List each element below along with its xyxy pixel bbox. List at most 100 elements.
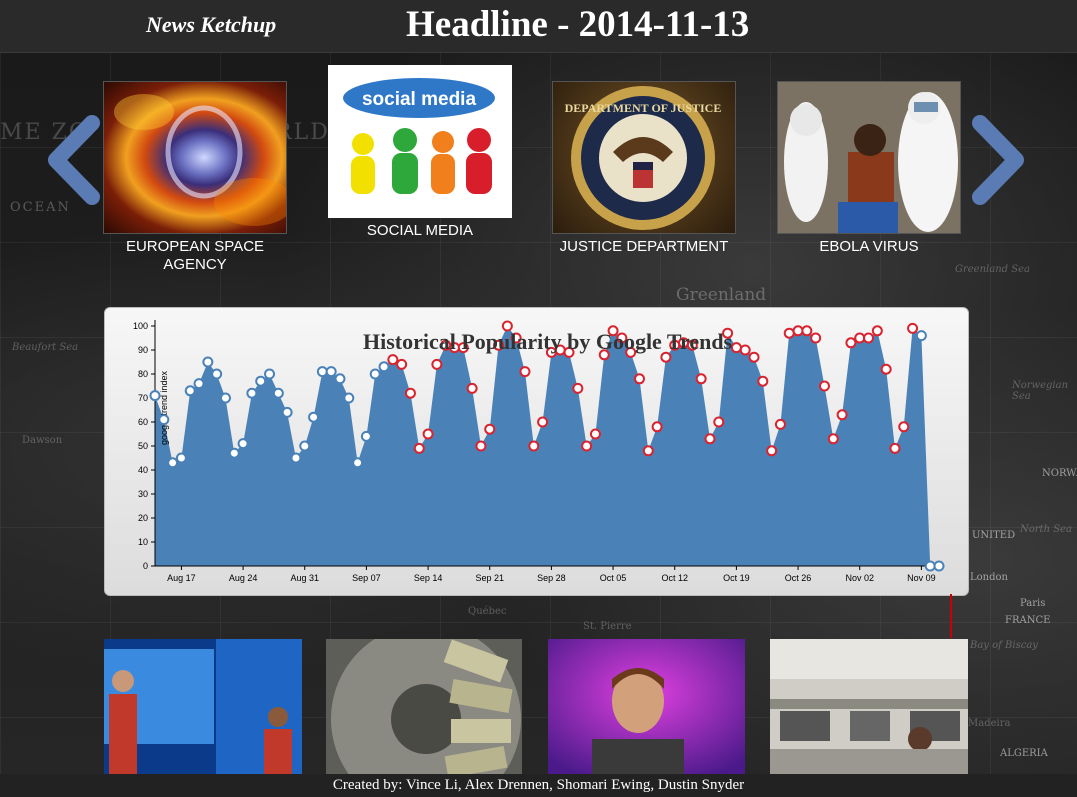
data-point: [880, 363, 892, 375]
data-point: [607, 325, 619, 337]
data-point: [642, 445, 654, 457]
data-point: [863, 332, 875, 344]
y-tick-label: 10: [138, 537, 148, 547]
data-point: [184, 385, 196, 397]
data-point: [933, 560, 945, 572]
doj-seal-image: DEPARTMENT OF JUSTICE: [565, 86, 721, 230]
topic-card-european-space-agency[interactable]: EUROPEAN SPACE AGENCY: [103, 81, 287, 274]
brand-logo-text[interactable]: News Ketchup: [146, 12, 277, 37]
data-point: [175, 452, 187, 464]
data-point: [633, 373, 645, 385]
data-point: [722, 327, 734, 339]
data-point: [774, 418, 786, 430]
topic-thumbnail[interactable]: [777, 81, 961, 234]
x-tick-label: Sep 28: [537, 573, 566, 583]
topic-label: SOCIAL MEDIA: [366, 222, 474, 239]
data-point: [316, 366, 328, 378]
data-point: [651, 421, 663, 433]
data-point: [281, 406, 293, 418]
nebula-image: [114, 94, 286, 226]
trend-area: [155, 326, 939, 566]
social-media-image: social media: [343, 78, 495, 194]
y-tick-label: 80: [138, 369, 148, 379]
data-point: [325, 366, 337, 378]
topic-thumbnail[interactable]: [103, 81, 287, 234]
carousel-next-button[interactable]: [968, 115, 1028, 205]
data-point: [836, 409, 848, 421]
data-point: [202, 356, 214, 368]
data-point: [413, 442, 425, 454]
data-point: [457, 342, 469, 354]
topic-thumbnail[interactable]: DEPARTMENT OF JUSTICE: [552, 81, 736, 234]
topic-thumbnail[interactable]: social media: [328, 65, 512, 218]
data-point: [827, 433, 839, 445]
data-point: [246, 387, 258, 399]
x-tick-label: Oct 19: [723, 573, 750, 583]
timeline-marker: [950, 594, 952, 638]
map-label: Madeira: [968, 718, 1011, 729]
data-point: [360, 430, 372, 442]
data-point: [660, 351, 672, 363]
data-point: [581, 440, 593, 452]
data-point: [404, 387, 416, 399]
data-point: [290, 452, 302, 464]
ebola-photo-image: [778, 82, 960, 233]
news-image-newsroom[interactable]: [770, 639, 968, 774]
topic-card-social-media[interactable]: social media SOCIAL MEDIA: [328, 65, 512, 240]
data-point: [810, 332, 822, 344]
x-tick-label: Aug 24: [229, 573, 258, 583]
data-point: [149, 390, 161, 402]
topic-label: EBOLA VIRUS: [819, 238, 919, 255]
y-tick-label: 40: [138, 465, 148, 475]
y-tick-label: 20: [138, 513, 148, 523]
speaker-on-stage-image: [104, 639, 302, 774]
news-image-zuckerberg[interactable]: [548, 639, 745, 774]
data-point: [272, 387, 284, 399]
data-point: [766, 445, 778, 457]
x-tick-label: Nov 02: [845, 573, 874, 583]
data-point: [219, 392, 231, 404]
speaker-purple-backdrop-image: [548, 639, 745, 774]
data-point: [686, 339, 698, 351]
data-point: [818, 380, 830, 392]
footer-credits: Created by: Vince Li, Alex Drennen, Shom…: [0, 774, 1077, 797]
x-tick-label: Sep 07: [352, 573, 381, 583]
data-point: [475, 440, 487, 452]
data-point: [510, 332, 522, 344]
data-point: [739, 344, 751, 356]
x-tick-label: Nov 09: [907, 573, 936, 583]
trends-chart-panel: 0 10 20 30 40 50 60 70 80 90 100 Aug 17 Aug 24 Aug 31…: [104, 307, 969, 596]
money-wheel-image: [326, 639, 522, 774]
data-point: [378, 361, 390, 373]
news-image-speaker[interactable]: [104, 639, 302, 774]
data-point: [528, 440, 540, 452]
topic-card-justice-department[interactable]: DEPARTMENT OF JUSTICE JUSTICE DEPARTMENT: [552, 81, 736, 256]
data-point: [264, 368, 276, 380]
data-point: [466, 382, 478, 394]
data-point: [871, 325, 883, 337]
y-axis-label: google trend index: [159, 370, 169, 445]
data-point: [369, 368, 381, 380]
data-point: [625, 346, 637, 358]
trends-chart[interactable]: 0 10 20 30 40 50 60 70 80 90 100 Aug 17 Aug 24 Aug 31…: [105, 308, 968, 595]
data-point: [572, 382, 584, 394]
x-tick-label: Aug 31: [290, 573, 319, 583]
data-point: [757, 375, 769, 387]
map-label: Norwegian Sea: [1012, 380, 1069, 402]
chevron-left-icon: [48, 115, 100, 205]
y-tick-label: 100: [133, 321, 148, 331]
data-point: [845, 337, 857, 349]
data-point: [915, 330, 927, 342]
topic-card-ebola-virus[interactable]: EBOLA VIRUS: [777, 81, 961, 256]
data-point: [193, 378, 205, 390]
map-label: ALGERIA: [1000, 748, 1048, 759]
social-media-bubble-text: social media: [362, 89, 476, 110]
data-point: [537, 416, 549, 428]
map-label: Beaufort Sea: [12, 342, 79, 353]
data-point: [519, 366, 531, 378]
news-image-money[interactable]: [326, 639, 522, 774]
y-tick-label: 70: [138, 393, 148, 403]
carousel-prev-button[interactable]: [44, 115, 104, 205]
data-point: [589, 428, 601, 440]
map-label: FRANCE: [1005, 615, 1051, 626]
